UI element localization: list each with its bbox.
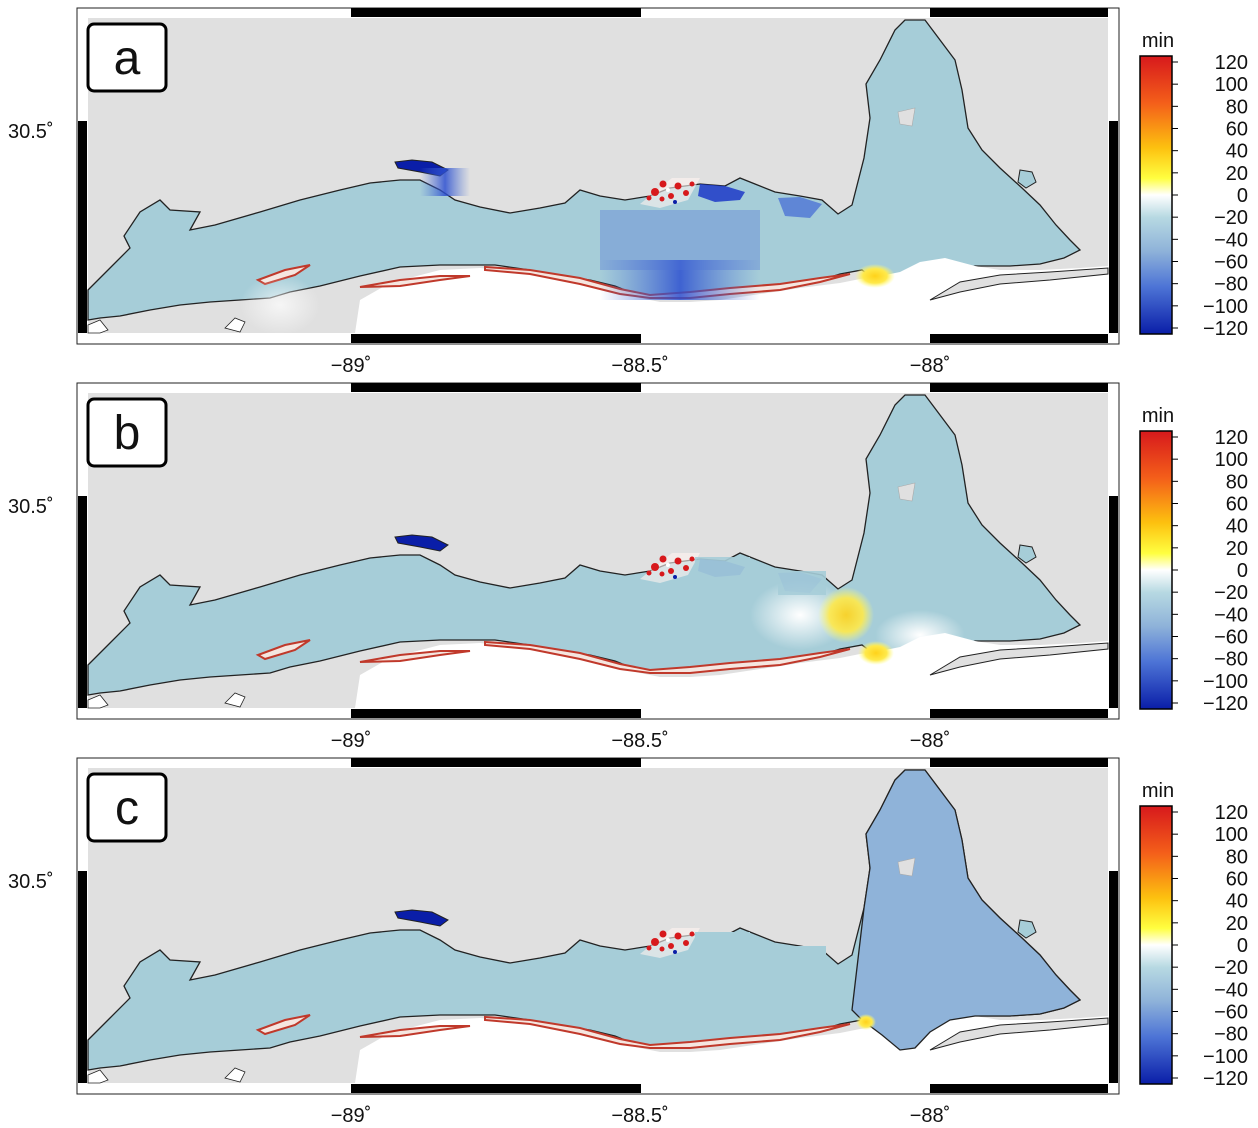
lon-tick-label-a-1: −88.5˚ <box>611 355 668 377</box>
colorbar-tick-label: 20 <box>1226 163 1248 185</box>
colorbar-tick-label: 120 <box>1215 802 1248 824</box>
colorbar-tick-label: 0 <box>1237 185 1248 207</box>
lon-tick-label-b-0: −89˚ <box>331 730 372 752</box>
colorbar-tick-label: −60 <box>1214 1002 1248 1024</box>
colorbar-tick-label: −80 <box>1214 274 1248 296</box>
lon-tick-label-c-1: −88.5˚ <box>611 1105 668 1127</box>
lon-tick-label-b-2: −88˚ <box>910 730 951 752</box>
map-panel-c <box>76 757 1120 1095</box>
lon-tick-label-c-2: −88˚ <box>910 1105 951 1127</box>
svg-text:c: c <box>115 782 139 835</box>
frame-top-black-right <box>930 8 1108 17</box>
colorbar-tick-label: −60 <box>1214 627 1248 649</box>
colorbar-tick-label: −60 <box>1214 252 1248 274</box>
colorbar-unit-label: min <box>1142 405 1174 427</box>
colorbar-gradient <box>1139 805 1173 1085</box>
colorbar-tick-label: −40 <box>1214 604 1248 626</box>
lon-tick-label-c-0: −89˚ <box>331 1105 372 1127</box>
map-panel-b <box>76 382 1120 720</box>
colorbar-unit-label: min <box>1142 780 1174 802</box>
colorbar-tick-label: 60 <box>1226 869 1248 891</box>
colorbar-tick-label: 120 <box>1215 427 1248 449</box>
colorbar-tick-label: 60 <box>1226 494 1248 516</box>
frame-right-black <box>1109 121 1118 333</box>
lat-tick-label-c: 30.5˚ <box>8 871 54 893</box>
map-panel-a <box>76 7 1120 345</box>
colorbar-tick-label: 40 <box>1226 516 1248 538</box>
frame-bottom-black-right <box>930 334 1108 343</box>
colorbar-tick-label: 120 <box>1215 52 1248 74</box>
colorbar-tick-label: 100 <box>1215 74 1248 96</box>
colorbar-tick-label: −20 <box>1214 582 1248 604</box>
colorbar-unit-label: min <box>1142 30 1174 52</box>
colorbar-tick-label: −80 <box>1214 1024 1248 1046</box>
colorbar-tick-label: 0 <box>1237 935 1248 957</box>
colorbar-tick-label: −100 <box>1203 671 1248 693</box>
svg-text:a: a <box>114 32 141 85</box>
frame-left-black <box>78 121 87 333</box>
colorbar-tick-label: −120 <box>1203 318 1248 340</box>
colorbar-tick-label: 80 <box>1226 846 1248 868</box>
colorbar-tick-label: 20 <box>1226 913 1248 935</box>
colorbar-tick-label: −20 <box>1214 957 1248 979</box>
colorbar-tick-label: 20 <box>1226 538 1248 560</box>
lat-tick-label-a: 30.5˚ <box>8 121 54 143</box>
colorbar-tick-label: 100 <box>1215 824 1248 846</box>
colorbar-tick-label: −40 <box>1214 979 1248 1001</box>
lat-tick-label-b: 30.5˚ <box>8 496 54 518</box>
colorbar-tick-label: −100 <box>1203 1046 1248 1068</box>
colorbar-gradient <box>1139 430 1173 710</box>
panel-label-c: c <box>86 772 168 843</box>
colorbar-tick-label: 60 <box>1226 119 1248 141</box>
colorbar-tick-label: 0 <box>1237 560 1248 582</box>
lon-tick-label-a-0: −89˚ <box>331 355 372 377</box>
colorbar-tick-label: −80 <box>1214 649 1248 671</box>
colorbar-tick-label: 80 <box>1226 96 1248 118</box>
colorbar-tick-label: 80 <box>1226 471 1248 493</box>
colorbar-tick-label: 40 <box>1226 891 1248 913</box>
colorbar-gradient <box>1139 55 1173 335</box>
colorbar-tick-label: −120 <box>1203 1068 1248 1090</box>
colorbar-tick-label: −40 <box>1214 229 1248 251</box>
colorbar-tick-label: −120 <box>1203 693 1248 715</box>
colorbar-tick-label: −100 <box>1203 296 1248 318</box>
colorbar-tick-label: 40 <box>1226 141 1248 163</box>
frame-top-black-left <box>351 8 641 17</box>
colorbar-tick-label: −20 <box>1214 207 1248 229</box>
colorbar-tick-label: 100 <box>1215 449 1248 471</box>
frame-bottom-black-left <box>351 334 641 343</box>
lon-tick-label-a-2: −88˚ <box>910 355 951 377</box>
panel-label-b: b <box>86 397 168 468</box>
lon-tick-label-b-1: −88.5˚ <box>611 730 668 752</box>
panel-label-a: a <box>86 22 168 93</box>
svg-text:b: b <box>114 407 141 460</box>
